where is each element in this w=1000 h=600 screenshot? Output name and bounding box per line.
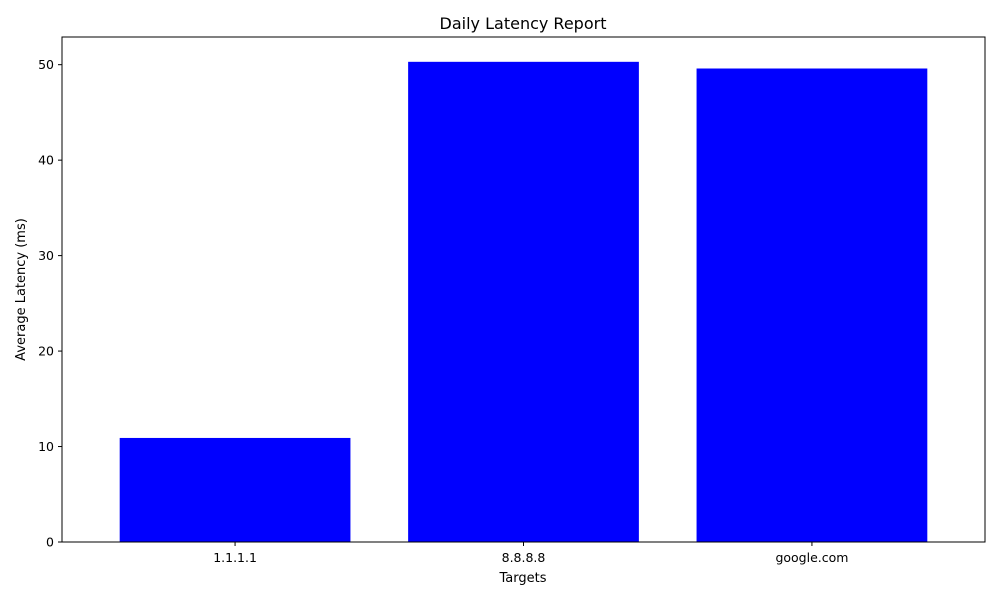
x-tick-label: google.com [775,550,848,565]
y-axis-label: Average Latency (ms) [14,218,29,361]
y-tick-label: 50 [38,57,54,72]
plot-frame [61,36,986,543]
y-axis-ticks: 0 10 20 30 40 50 [38,57,62,550]
y-tick-label: 30 [38,248,54,263]
bars-group [119,61,928,542]
x-axis-label: Targets [499,571,547,586]
bar-google-com [696,68,928,542]
bar-8-8-8-8 [408,61,639,542]
y-tick-label: 20 [38,344,54,359]
y-tick-label: 40 [38,153,54,168]
x-tick-label: 8.8.8.8 [502,550,546,565]
y-tick-label: 10 [38,439,54,454]
chart-title: Daily Latency Report [440,14,607,33]
y-tick-label: 0 [46,535,54,550]
x-axis-ticks: 1.1.1.1 8.8.8.8 google.com [213,542,848,565]
bar-1-1-1-1 [119,437,351,542]
x-tick-label: 1.1.1.1 [213,550,257,565]
